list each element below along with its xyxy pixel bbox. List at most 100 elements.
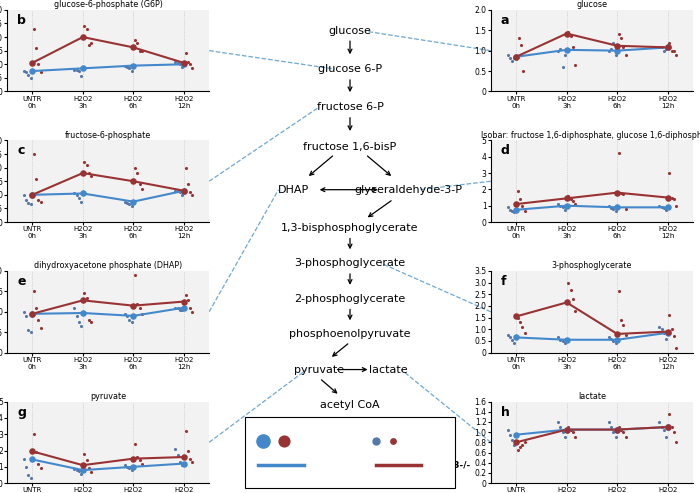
Text: glucose 6-P: glucose 6-P <box>318 64 382 74</box>
Point <box>76 72 87 80</box>
Point <box>516 40 527 48</box>
Point <box>23 326 34 334</box>
Point <box>561 30 573 37</box>
Point <box>610 208 621 215</box>
Point <box>185 188 196 196</box>
Point <box>557 204 568 211</box>
Point <box>69 304 80 312</box>
Point <box>127 302 139 310</box>
Point <box>27 310 38 318</box>
Point <box>654 418 665 426</box>
Point <box>603 47 615 55</box>
Point <box>519 207 530 214</box>
Point <box>174 60 186 68</box>
Point <box>671 51 682 59</box>
Point <box>510 438 522 446</box>
Point <box>561 336 573 344</box>
Point <box>126 67 137 75</box>
Point <box>615 189 626 197</box>
Point <box>33 196 44 204</box>
Point <box>187 65 198 72</box>
Point <box>136 47 148 55</box>
Point <box>122 463 133 471</box>
Point <box>612 204 623 211</box>
Point <box>27 191 38 199</box>
Point <box>510 53 522 61</box>
Point <box>570 200 581 208</box>
Point <box>176 63 188 71</box>
Point <box>27 310 38 318</box>
Point <box>504 206 515 214</box>
Point <box>76 322 87 330</box>
Point <box>661 206 672 214</box>
Point <box>512 446 524 454</box>
Point <box>174 458 186 466</box>
Point <box>278 437 289 445</box>
Point <box>510 333 522 341</box>
Point <box>172 59 183 67</box>
Point <box>18 455 29 462</box>
Point <box>28 287 39 295</box>
Point <box>552 200 564 208</box>
Point <box>126 318 137 326</box>
Point <box>507 208 518 215</box>
Point <box>658 425 669 433</box>
Point <box>27 456 38 463</box>
Point <box>514 195 526 203</box>
Point <box>85 468 97 476</box>
Point <box>517 202 528 210</box>
Point <box>180 427 191 435</box>
Text: g: g <box>17 406 26 419</box>
Point <box>618 320 629 328</box>
Point <box>124 316 135 324</box>
Point <box>504 333 515 341</box>
Point <box>172 304 183 312</box>
Point <box>561 425 573 433</box>
Text: acetyl CoA: acetyl CoA <box>320 400 380 410</box>
Text: e: e <box>17 275 26 288</box>
Point <box>662 204 673 211</box>
Point <box>620 331 631 339</box>
Point <box>178 187 190 195</box>
Point <box>654 42 665 50</box>
Point <box>134 47 145 55</box>
Point <box>126 202 137 210</box>
Point <box>81 25 92 33</box>
Point <box>612 336 623 344</box>
Point <box>185 60 196 68</box>
Title: 3-phosphoglycerate: 3-phosphoglycerate <box>552 261 632 270</box>
Point <box>132 300 143 308</box>
Point <box>664 38 675 46</box>
Text: b: b <box>17 14 26 27</box>
Point <box>509 54 520 62</box>
Point <box>668 428 680 436</box>
Point <box>74 67 85 75</box>
Point <box>509 208 520 216</box>
Point <box>510 200 522 208</box>
Point <box>559 433 570 441</box>
Point <box>559 51 570 59</box>
Point <box>170 187 181 195</box>
Point <box>662 328 673 336</box>
Point <box>613 423 624 431</box>
Point <box>71 191 82 199</box>
Point <box>666 325 677 333</box>
Point <box>555 202 566 210</box>
Point <box>565 425 576 433</box>
Point <box>27 191 38 199</box>
Point <box>176 306 188 314</box>
Point <box>662 329 673 337</box>
Point <box>35 324 46 332</box>
Text: TAp73-/-: TAp73-/- <box>429 460 471 470</box>
Point <box>174 306 186 314</box>
Point <box>671 344 682 352</box>
Point <box>170 445 181 453</box>
Point <box>134 180 145 188</box>
Point <box>507 336 518 344</box>
Point <box>603 202 615 210</box>
Point <box>517 323 528 331</box>
Point <box>178 187 190 195</box>
Point <box>85 172 97 180</box>
Point <box>132 169 143 177</box>
Text: h: h <box>501 406 510 419</box>
